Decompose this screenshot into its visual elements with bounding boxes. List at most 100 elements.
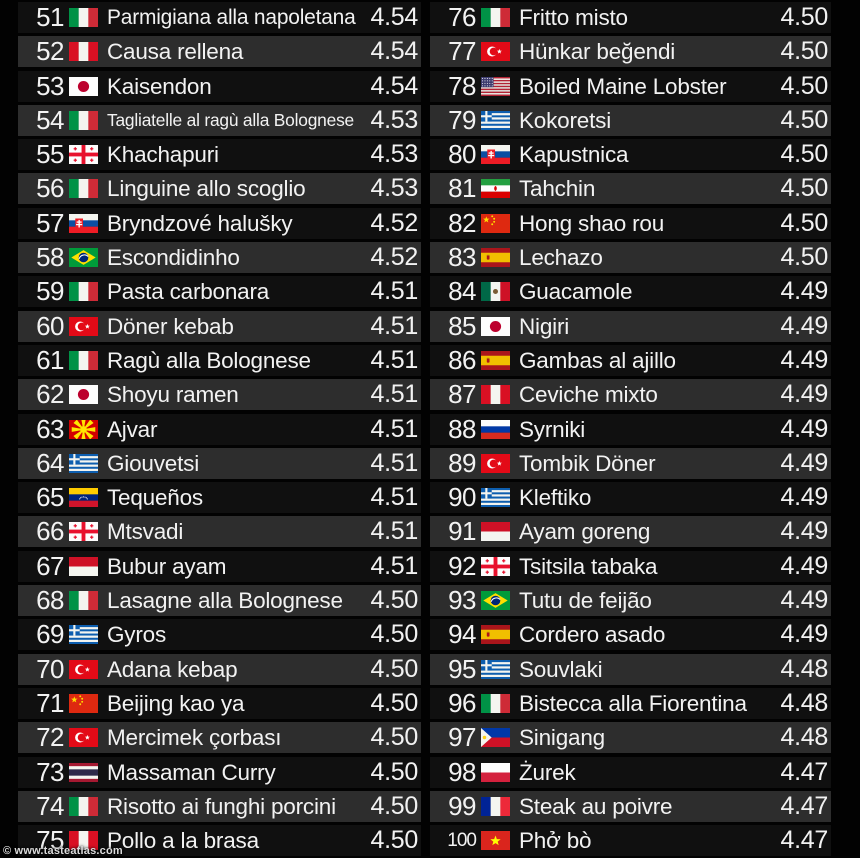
- ranking-row: 96 Bistecca alla Fiorentina 4.48: [430, 687, 831, 719]
- dish-name: Mercimek çorbası: [107, 725, 282, 751]
- ranking-row: 52 Causa rellena 4.54: [18, 36, 421, 68]
- dish-name: Guacamole: [519, 279, 633, 305]
- flag-macedonia-icon: [69, 419, 98, 439]
- flag-italy-icon: [69, 282, 98, 302]
- flag-greece-icon: [69, 625, 98, 645]
- ranking-row: 65 Tequeños 4.51: [18, 482, 421, 514]
- rank-number: 85: [448, 310, 476, 341]
- rating-value: 4.49: [780, 517, 829, 546]
- ranking-row: 75 Pollo a la brasa 4.50: [18, 825, 421, 857]
- rank-number: 57: [36, 207, 64, 238]
- rank-number: 91: [448, 516, 476, 547]
- dish-name: Ayam goreng: [519, 519, 651, 545]
- rating-value: 4.53: [370, 105, 419, 134]
- dish-name: Żurek: [519, 759, 576, 785]
- ranking-row: 80 Kapustnica 4.50: [430, 139, 831, 171]
- ranking-row: 72 Mercimek çorbası 4.50: [18, 722, 421, 754]
- dish-name: Cordero asado: [519, 622, 666, 648]
- rank-number: 87: [448, 379, 476, 410]
- rank-number: 55: [36, 139, 64, 170]
- flag-poland-icon: [481, 762, 510, 782]
- flag-italy-icon: [481, 693, 510, 713]
- ranking-row: 67 Bubur ayam 4.51: [18, 550, 421, 582]
- rating-value: 4.50: [370, 654, 419, 683]
- ranking-column-left: 51 Parmigiana alla napoletana 4.54 52 Causa …: [18, 2, 421, 857]
- flag-turkey-icon: [481, 42, 510, 62]
- flag-italy-icon: [69, 179, 98, 199]
- rank-number: 66: [36, 516, 64, 547]
- flag-turkey-icon: [69, 316, 98, 336]
- ranking-row: 74 Risotto ai funghi porcini 4.50: [18, 790, 421, 822]
- rank-number: 61: [36, 344, 64, 375]
- rating-value: 4.51: [370, 311, 419, 340]
- rank-number: 74: [36, 790, 64, 821]
- rank-number: 84: [448, 276, 476, 307]
- ranking-row: 63 Ajvar 4.51: [18, 413, 421, 445]
- rank-number: 64: [36, 447, 64, 478]
- watermark: © www.tasteatlas.com: [3, 845, 123, 857]
- flag-italy-icon: [69, 110, 98, 130]
- flag-greece-icon: [69, 453, 98, 473]
- ranking-row: 78 Boiled Maine Lobster 4.50: [430, 70, 831, 102]
- rating-value: 4.51: [370, 380, 419, 409]
- rank-number: 70: [36, 653, 64, 684]
- rank-number: 72: [36, 722, 64, 753]
- rating-value: 4.50: [370, 586, 419, 615]
- flag-italy-icon: [69, 8, 98, 27]
- ranking-row: 94 Cordero asado 4.49: [430, 619, 831, 651]
- dish-name: Kaisendon: [107, 73, 212, 99]
- rating-value: 4.50: [370, 620, 419, 649]
- dish-name: Pollo a la brasa: [107, 828, 259, 854]
- dish-name: Nigiri: [519, 313, 570, 339]
- rank-number: 80: [448, 139, 476, 170]
- rating-value: 4.49: [780, 277, 829, 306]
- rating-value: 4.49: [780, 620, 829, 649]
- rating-value: 4.48: [780, 723, 829, 752]
- flag-indonesia-icon: [481, 522, 510, 542]
- rank-number: 56: [36, 173, 64, 204]
- dish-name: Risotto ai funghi porcini: [107, 793, 336, 819]
- rating-value: 4.51: [370, 517, 419, 546]
- rank-number: 54: [36, 104, 64, 135]
- rating-value: 4.53: [370, 140, 419, 169]
- ranking-row: 58 Escondidinho 4.52: [18, 242, 421, 274]
- flag-japan-icon: [69, 76, 98, 96]
- dish-name: Syrniki: [519, 416, 586, 442]
- rating-value: 4.47: [780, 791, 829, 820]
- flag-turkey-icon: [69, 659, 98, 679]
- dish-name: Bubur ayam: [107, 553, 227, 579]
- ranking-row: 54 Tagliatelle al ragù alla Bolognese 4.53: [18, 104, 421, 136]
- flag-slovakia-icon: [69, 213, 98, 233]
- flag-brazil-icon: [481, 591, 510, 611]
- rating-value: 4.51: [370, 483, 419, 512]
- dish-name: Boiled Maine Lobster: [519, 73, 727, 99]
- dish-name: Lasagne alla Bolognese: [107, 588, 343, 614]
- rating-value: 4.50: [780, 243, 829, 272]
- dish-name: Ceviche mixto: [519, 382, 658, 408]
- rank-number: 94: [448, 619, 476, 650]
- rank-number: 73: [36, 756, 64, 787]
- dish-name: Mtsvadi: [107, 519, 184, 545]
- rating-value: 4.52: [370, 208, 419, 237]
- rank-number: 68: [36, 585, 64, 616]
- flag-china-icon: [69, 693, 98, 713]
- flag-france-icon: [481, 796, 510, 816]
- ranking-row: 83 Lechazo 4.50: [430, 242, 831, 274]
- rank-number: 81: [448, 173, 476, 204]
- dish-name: Tutu de feijão: [519, 588, 652, 614]
- dish-name: Pasta carbonara: [107, 279, 270, 305]
- rank-number: 83: [448, 242, 476, 273]
- rating-value: 4.47: [780, 757, 829, 786]
- rating-value: 4.51: [370, 277, 419, 306]
- rating-value: 4.51: [370, 448, 419, 477]
- dish-name: Souvlaki: [519, 656, 603, 682]
- ranking-row: 76 Fritto misto 4.50: [430, 2, 831, 33]
- flag-greece-icon: [481, 488, 510, 508]
- dish-name: Lechazo: [519, 245, 603, 271]
- flag-spain-icon: [481, 625, 510, 645]
- flag-indonesia-icon: [69, 556, 98, 576]
- rank-number: 89: [448, 447, 476, 478]
- ranking-row: 97 Sinigang 4.48: [430, 722, 831, 754]
- ranking-row: 56 Linguine allo scoglio 4.53: [18, 173, 421, 205]
- flag-slovakia-icon: [481, 145, 510, 165]
